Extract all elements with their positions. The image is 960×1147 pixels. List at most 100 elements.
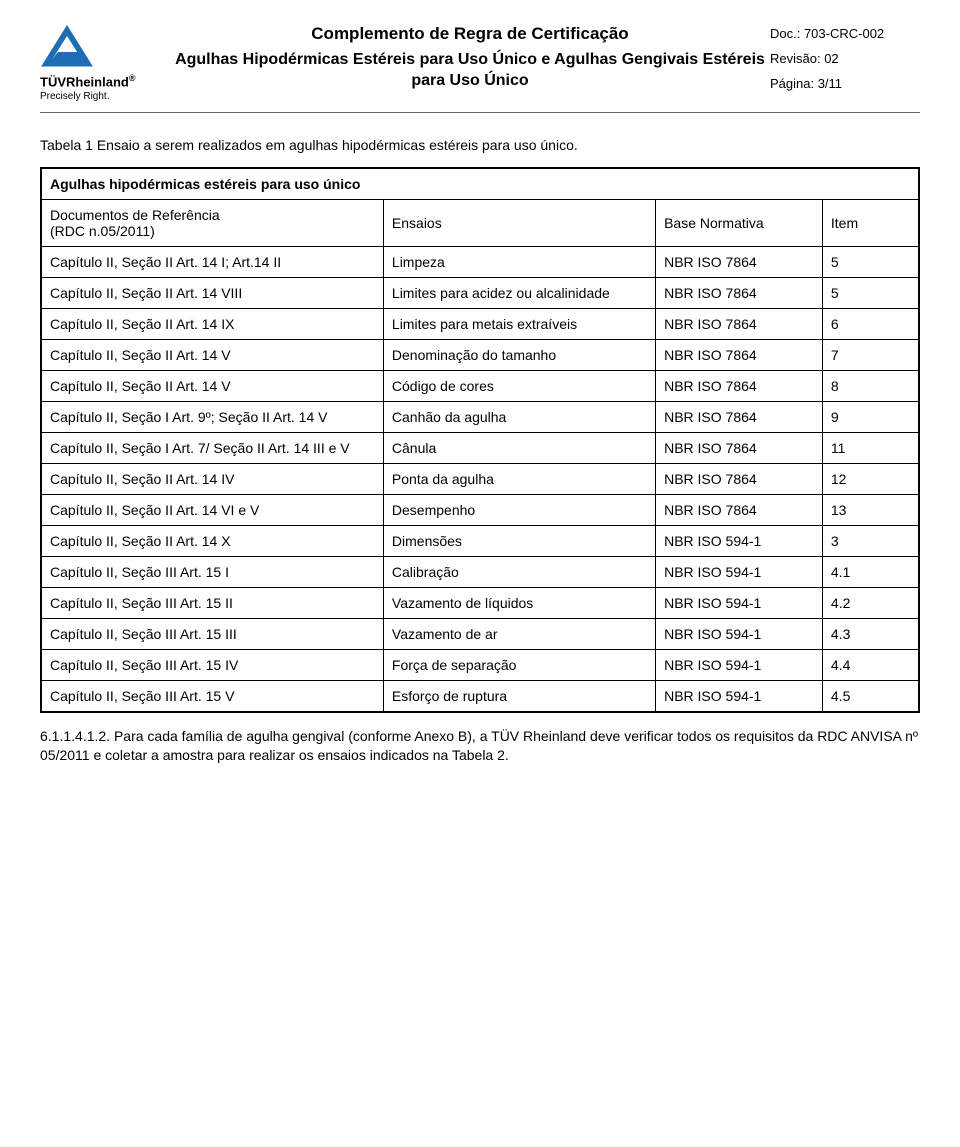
cell-doc: Capítulo II, Seção II Art. 14 IV bbox=[41, 464, 383, 495]
cell-ensaio: Cânula bbox=[383, 433, 655, 464]
logo-brand-bottom: Rheinland bbox=[66, 74, 129, 89]
cell-item: 9 bbox=[822, 402, 919, 433]
cell-ensaio: Vazamento de ar bbox=[383, 619, 655, 650]
logo-brand-top: TÜV bbox=[40, 74, 66, 89]
cell-doc: Capítulo II, Seção III Art. 15 IV bbox=[41, 650, 383, 681]
cell-doc: Capítulo II, Seção II Art. 14 VI e V bbox=[41, 495, 383, 526]
cell-base: NBR ISO 7864 bbox=[656, 371, 823, 402]
doc-title-main: Agulhas Hipodérmicas Estéreis para Uso Ú… bbox=[170, 50, 770, 92]
cell-base: NBR ISO 7864 bbox=[656, 495, 823, 526]
cell-item: 4.3 bbox=[822, 619, 919, 650]
cell-base: NBR ISO 7864 bbox=[656, 309, 823, 340]
cell-ensaio: Calibração bbox=[383, 557, 655, 588]
doc-revision: Revisão: 02 bbox=[770, 51, 920, 66]
cell-doc: Capítulo II, Seção II Art. 14 X bbox=[41, 526, 383, 557]
cell-doc: Capítulo II, Seção I Art. 9º; Seção II A… bbox=[41, 402, 383, 433]
table-banner-row: Agulhas hipodérmicas estéreis para uso ú… bbox=[41, 168, 919, 200]
col-header-doc: Documentos de Referência (RDC n.05/2011) bbox=[41, 200, 383, 247]
table-row: Capítulo II, Seção II Art. 14 VDenominaç… bbox=[41, 340, 919, 371]
hdr-doc-line1: Documentos de Referência bbox=[50, 207, 220, 223]
doc-title-top: Complemento de Regra de Certificação bbox=[170, 24, 770, 44]
doc-page: Página: 3/11 bbox=[770, 76, 920, 91]
cell-item: 11 bbox=[822, 433, 919, 464]
table-row: Capítulo II, Seção II Art. 14 XDimensões… bbox=[41, 526, 919, 557]
table-row: Capítulo II, Seção I Art. 7/ Seção II Ar… bbox=[41, 433, 919, 464]
table-row: Capítulo II, Seção III Art. 15 ICalibraç… bbox=[41, 557, 919, 588]
col-header-base: Base Normativa bbox=[656, 200, 823, 247]
table-row: Capítulo II, Seção II Art. 14 IVPonta da… bbox=[41, 464, 919, 495]
table-header-row: Documentos de Referência (RDC n.05/2011)… bbox=[41, 200, 919, 247]
cell-item: 4.1 bbox=[822, 557, 919, 588]
cell-doc: Capítulo II, Seção III Art. 15 II bbox=[41, 588, 383, 619]
cell-ensaio: Limites para acidez ou alcalinidade bbox=[383, 278, 655, 309]
cell-base: NBR ISO 7864 bbox=[656, 278, 823, 309]
cell-doc: Capítulo II, Seção III Art. 15 III bbox=[41, 619, 383, 650]
cell-doc: Capítulo II, Seção II Art. 14 VIII bbox=[41, 278, 383, 309]
table-row: Capítulo II, Seção III Art. 15 VEsforço … bbox=[41, 681, 919, 713]
logo-tagline: Precisely Right. bbox=[40, 91, 170, 102]
cell-base: NBR ISO 594-1 bbox=[656, 650, 823, 681]
cell-ensaio: Dimensões bbox=[383, 526, 655, 557]
hdr-doc-line2: (RDC n.05/2011) bbox=[50, 223, 155, 239]
cell-ensaio: Canhão da agulha bbox=[383, 402, 655, 433]
cell-doc: Capítulo II, Seção III Art. 15 I bbox=[41, 557, 383, 588]
cell-item: 3 bbox=[822, 526, 919, 557]
page-header: TÜVRheinland® Precisely Right. Complemen… bbox=[40, 24, 920, 113]
col-header-ensaios: Ensaios bbox=[383, 200, 655, 247]
table-row: Capítulo II, Seção II Art. 14 VCódigo de… bbox=[41, 371, 919, 402]
doc-number: Doc.: 703-CRC-002 bbox=[770, 26, 920, 41]
cell-ensaio: Limites para metais extraíveis bbox=[383, 309, 655, 340]
cell-doc: Capítulo II, Seção II Art. 14 V bbox=[41, 371, 383, 402]
cell-ensaio: Limpeza bbox=[383, 247, 655, 278]
logo-brand-text: TÜVRheinland® bbox=[40, 73, 170, 89]
cell-doc: Capítulo II, Seção II Art. 14 I; Art.14 … bbox=[41, 247, 383, 278]
cell-item: 5 bbox=[822, 247, 919, 278]
cell-base: NBR ISO 7864 bbox=[656, 433, 823, 464]
tests-table: Agulhas hipodérmicas estéreis para uso ú… bbox=[40, 167, 920, 713]
col-header-item: Item bbox=[822, 200, 919, 247]
cell-doc: Capítulo II, Seção II Art. 14 V bbox=[41, 340, 383, 371]
table-row: Capítulo II, Seção II Art. 14 VI e VDese… bbox=[41, 495, 919, 526]
cell-base: NBR ISO 7864 bbox=[656, 247, 823, 278]
cell-ensaio: Código de cores bbox=[383, 371, 655, 402]
cell-base: NBR ISO 594-1 bbox=[656, 526, 823, 557]
table-banner: Agulhas hipodérmicas estéreis para uso ú… bbox=[41, 168, 919, 200]
cell-doc: Capítulo II, Seção II Art. 14 IX bbox=[41, 309, 383, 340]
table-row: Capítulo II, Seção III Art. 15 IIVazamen… bbox=[41, 588, 919, 619]
cell-doc: Capítulo II, Seção III Art. 15 V bbox=[41, 681, 383, 713]
table-row: Capítulo II, Seção II Art. 14 I; Art.14 … bbox=[41, 247, 919, 278]
logo-block: TÜVRheinland® Precisely Right. bbox=[40, 24, 170, 102]
header-center: Complemento de Regra de Certificação Agu… bbox=[170, 24, 770, 92]
cell-item: 4.4 bbox=[822, 650, 919, 681]
header-meta: Doc.: 703-CRC-002 Revisão: 02 Página: 3/… bbox=[770, 24, 920, 101]
table-caption: Tabela 1 Ensaio a serem realizados em ag… bbox=[40, 137, 920, 153]
tuv-logo-icon bbox=[40, 24, 94, 71]
cell-ensaio: Desempenho bbox=[383, 495, 655, 526]
cell-item: 7 bbox=[822, 340, 919, 371]
cell-item: 13 bbox=[822, 495, 919, 526]
cell-base: NBR ISO 7864 bbox=[656, 402, 823, 433]
cell-ensaio: Esforço de ruptura bbox=[383, 681, 655, 713]
cell-base: NBR ISO 594-1 bbox=[656, 681, 823, 713]
table-row: Capítulo II, Seção II Art. 14 IXLimites … bbox=[41, 309, 919, 340]
cell-item: 12 bbox=[822, 464, 919, 495]
cell-ensaio: Denominação do tamanho bbox=[383, 340, 655, 371]
cell-item: 8 bbox=[822, 371, 919, 402]
cell-base: NBR ISO 7864 bbox=[656, 464, 823, 495]
cell-ensaio: Vazamento de líquidos bbox=[383, 588, 655, 619]
cell-item: 4.5 bbox=[822, 681, 919, 713]
cell-base: NBR ISO 594-1 bbox=[656, 557, 823, 588]
cell-base: NBR ISO 7864 bbox=[656, 340, 823, 371]
cell-item: 5 bbox=[822, 278, 919, 309]
table-row: Capítulo II, Seção II Art. 14 VIIILimite… bbox=[41, 278, 919, 309]
cell-doc: Capítulo II, Seção I Art. 7/ Seção II Ar… bbox=[41, 433, 383, 464]
table-row: Capítulo II, Seção III Art. 15 IIIVazame… bbox=[41, 619, 919, 650]
cell-base: NBR ISO 594-1 bbox=[656, 619, 823, 650]
cell-ensaio: Ponta da agulha bbox=[383, 464, 655, 495]
cell-item: 6 bbox=[822, 309, 919, 340]
table-row: Capítulo II, Seção I Art. 9º; Seção II A… bbox=[41, 402, 919, 433]
table-row: Capítulo II, Seção III Art. 15 IVForça d… bbox=[41, 650, 919, 681]
bottom-paragraph: 6.1.1.4.1.2. Para cada família de agulha… bbox=[40, 727, 920, 765]
logo-registered: ® bbox=[129, 73, 136, 83]
cell-ensaio: Força de separação bbox=[383, 650, 655, 681]
